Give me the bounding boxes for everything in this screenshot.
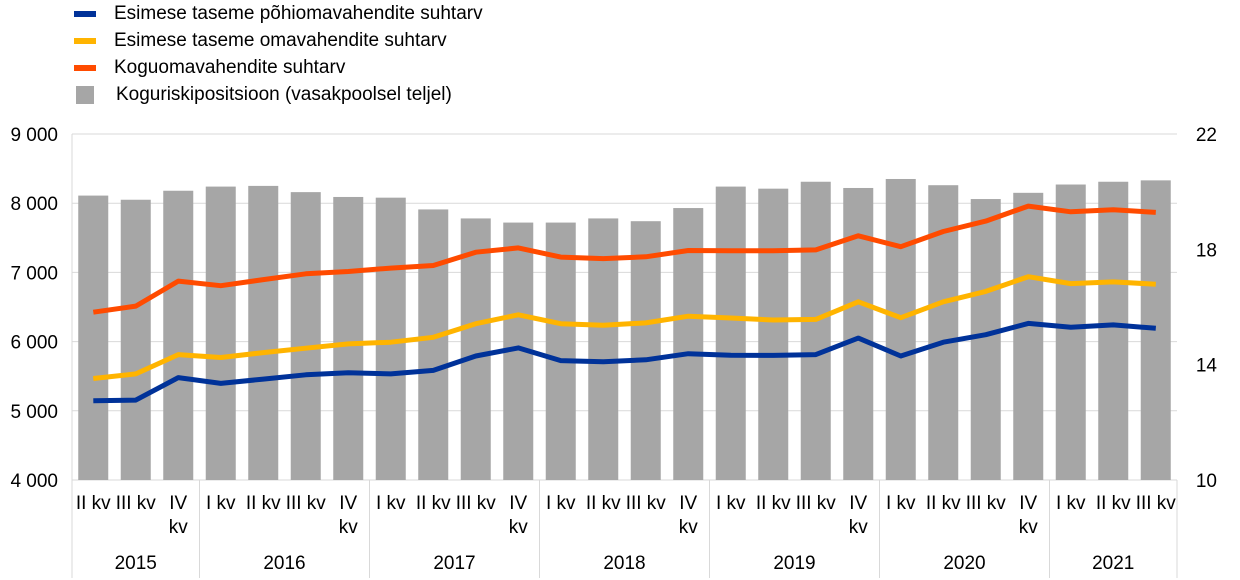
- x-tick-label: III kv: [286, 493, 327, 514]
- legend-item-tier1-core: Esimese taseme põhiomavahendite suhtarv: [74, 0, 483, 27]
- y-right-tick-label: 14: [1196, 356, 1218, 377]
- y-right-tick-label: 10: [1196, 471, 1217, 492]
- legend-swatch-tier1: [74, 37, 96, 44]
- bar-risk-exposure: [290, 192, 321, 481]
- line-tier1-core: [93, 320, 1156, 404]
- x-tick-label: III kv: [1136, 493, 1177, 514]
- legend-label-total-capital: Koguomavahendite suhtarv: [114, 56, 346, 78]
- bar-risk-exposure: [1055, 184, 1086, 481]
- year-label: 2018: [603, 553, 645, 574]
- x-tick-label: IV: [679, 493, 697, 514]
- x-tick-label: I kv: [716, 493, 746, 514]
- year-label: 2021: [1092, 553, 1134, 574]
- x-tick-label: I kv: [886, 493, 916, 514]
- x-tick-label: I kv: [376, 493, 406, 514]
- y-left-tick-label: 5 000: [10, 402, 58, 423]
- bar-risk-exposure: [1098, 181, 1129, 481]
- x-tick-label: kv: [679, 517, 699, 538]
- bar-risk-exposure: [418, 209, 449, 481]
- legend-label-risk-exposure: Koguriskipositsioon (vasakpoolsel teljel…: [116, 83, 452, 105]
- bar-risk-exposure: [1013, 192, 1044, 480]
- chart-legend: Esimese taseme põhiomavahendite suhtarv …: [74, 0, 483, 108]
- legend-swatch-risk-exposure: [76, 85, 94, 104]
- x-tick-label: IV: [509, 493, 527, 514]
- y-left-tick-label: 6 000: [10, 333, 58, 354]
- year-label: 2020: [943, 553, 985, 574]
- legend-label-tier1: Esimese taseme omavahendite suhtarv: [114, 29, 447, 51]
- bar-risk-exposure: [715, 186, 746, 481]
- bar-risk-exposure: [588, 218, 619, 480]
- x-tick-label: III kv: [116, 493, 157, 514]
- x-tick-label: kv: [509, 517, 529, 538]
- x-tick-label: I kv: [546, 493, 576, 514]
- x-tick-label: II kv: [1096, 493, 1131, 514]
- legend-swatch-total-capital: [74, 64, 96, 71]
- bar-risk-exposure: [120, 199, 151, 481]
- bar-risk-exposure: [163, 190, 194, 480]
- bar-risk-exposure: [885, 178, 916, 481]
- legend-item-total-capital: Koguomavahendite suhtarv: [74, 54, 483, 81]
- year-label: 2015: [115, 553, 157, 574]
- line-tier1: [93, 274, 1156, 381]
- y-left-tick-label: 8 000: [10, 194, 58, 215]
- line-total-capital: [92, 203, 1156, 315]
- x-tick-label: III kv: [796, 493, 837, 514]
- x-tick-label: IV: [169, 493, 187, 514]
- x-tick-label: II kv: [246, 493, 281, 514]
- y-left-tick-label: 4 000: [10, 471, 58, 492]
- bar-risk-exposure: [630, 221, 661, 480]
- bar-risk-exposure: [800, 181, 831, 481]
- x-tick-label: II kv: [756, 493, 791, 514]
- x-tick-label: I kv: [1056, 493, 1086, 514]
- x-tick-label: III kv: [456, 493, 497, 514]
- bar-risk-exposure: [460, 218, 491, 480]
- y-right-tick-label: 22: [1196, 125, 1217, 146]
- x-tick-label: I kv: [206, 493, 236, 514]
- x-tick-label: kv: [1019, 517, 1039, 538]
- y-left-tick-label: 7 000: [10, 263, 58, 284]
- bar-risk-exposure: [333, 196, 364, 481]
- legend-item-risk-exposure: Koguriskipositsioon (vasakpoolsel teljel…: [74, 81, 483, 108]
- legend-label-tier1-core: Esimese taseme põhiomavahendite suhtarv: [114, 2, 483, 24]
- bar-risk-exposure: [545, 222, 576, 481]
- bar-risk-exposure: [78, 195, 109, 480]
- legend-swatch-tier1-core: [74, 10, 96, 17]
- bar-risk-exposure: [843, 187, 874, 480]
- x-tick-label: II kv: [416, 493, 451, 514]
- x-tick-label: II kv: [586, 493, 621, 514]
- bar-risk-exposure: [970, 199, 1001, 480]
- x-tick-label: III kv: [626, 493, 667, 514]
- x-tick-label: kv: [849, 517, 869, 538]
- bar-risk-exposure: [248, 185, 279, 480]
- x-tick-label: kv: [169, 517, 189, 538]
- bar-risk-exposure: [758, 188, 789, 480]
- bar-risk-exposure: [205, 186, 236, 481]
- x-tick-label: II kv: [76, 493, 111, 514]
- y-left-tick-label: 9 000: [10, 125, 58, 146]
- legend-item-tier1: Esimese taseme omavahendite suhtarv: [74, 27, 483, 54]
- year-label: 2016: [263, 553, 305, 574]
- year-label: 2019: [773, 553, 815, 574]
- x-tick-label: kv: [339, 517, 359, 538]
- bar-risk-exposure: [1140, 180, 1171, 480]
- x-tick-label: IV: [1019, 493, 1037, 514]
- x-tick-label: IV: [849, 493, 867, 514]
- x-tick-label: IV: [339, 493, 357, 514]
- year-label: 2017: [433, 553, 475, 574]
- x-tick-label: II kv: [926, 493, 961, 514]
- y-right-tick-label: 18: [1196, 240, 1217, 261]
- x-tick-label: III kv: [966, 493, 1007, 514]
